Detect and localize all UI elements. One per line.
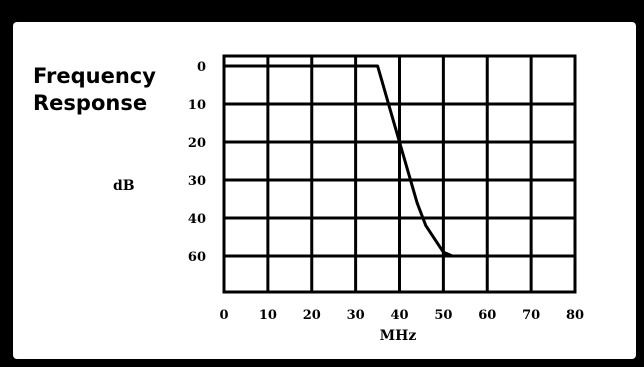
y-tick-label: 30 [188,174,206,189]
chart-series [224,64,575,258]
y-tick-label: 40 [188,212,206,227]
y-axis-label: dB [113,178,135,194]
x-tick-label: 50 [434,308,452,323]
y-axis-ticks: 0 10 20 30 40 60 [188,60,206,265]
chart-title: Frequency Response [33,64,156,115]
x-tick-label: 0 [219,308,228,323]
response-curve-2 [442,250,575,258]
y-tick-label: 20 [188,136,206,151]
chart-title-line-1: Frequency [33,64,156,88]
y-tick-label: 60 [188,250,206,265]
chart-title-line-2: Response [33,91,147,115]
x-tick-label: 10 [259,308,277,323]
x-tick-label: 70 [522,308,540,323]
x-tick-label: 40 [390,308,408,323]
chart-panel: Frequency Response 0 10 20 30 40 60 0 10 20 30 40… [13,22,636,359]
y-tick-label: 0 [197,60,206,75]
x-tick-label: 20 [303,308,321,323]
frequency-response-chart: Frequency Response 0 10 20 30 40 60 0 10 20 30 40… [33,54,584,344]
x-axis-label: MHz [380,328,417,344]
x-tick-label: 60 [478,308,496,323]
y-tick-label: 10 [188,98,206,113]
x-tick-label: 30 [347,308,365,323]
x-axis-ticks: 0 10 20 30 40 50 60 70 80 [219,308,584,323]
x-tick-label: 80 [566,308,584,323]
